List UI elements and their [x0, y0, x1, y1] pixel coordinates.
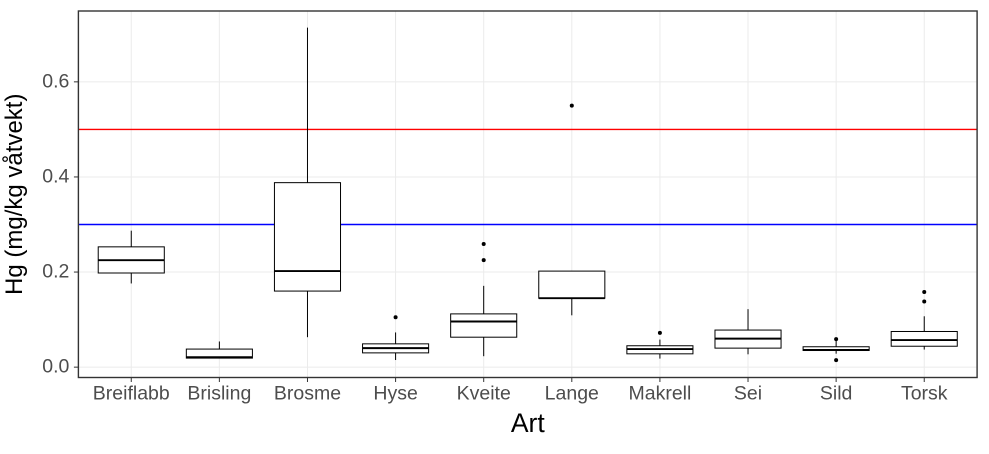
svg-text:Sild: Sild	[820, 383, 853, 405]
svg-text:Lange: Lange	[545, 383, 599, 405]
svg-text:Kveite: Kveite	[457, 383, 511, 405]
svg-text:Torsk: Torsk	[901, 383, 948, 405]
svg-text:Brosme: Brosme	[274, 383, 341, 405]
svg-text:Brisling: Brisling	[187, 383, 251, 405]
svg-text:0.6: 0.6	[42, 70, 69, 92]
svg-text:0.0: 0.0	[42, 356, 69, 378]
svg-text:Sei: Sei	[734, 383, 762, 405]
svg-text:0.4: 0.4	[42, 165, 69, 187]
svg-text:Art: Art	[511, 408, 546, 438]
svg-text:0.2: 0.2	[42, 261, 69, 283]
svg-text:Makrell: Makrell	[628, 383, 691, 405]
svg-text:Breiflabb: Breiflabb	[93, 383, 170, 405]
svg-text:Hg (mg/kg våtvekt): Hg (mg/kg våtvekt)	[1, 94, 28, 295]
svg-text:Hyse: Hyse	[373, 383, 417, 405]
